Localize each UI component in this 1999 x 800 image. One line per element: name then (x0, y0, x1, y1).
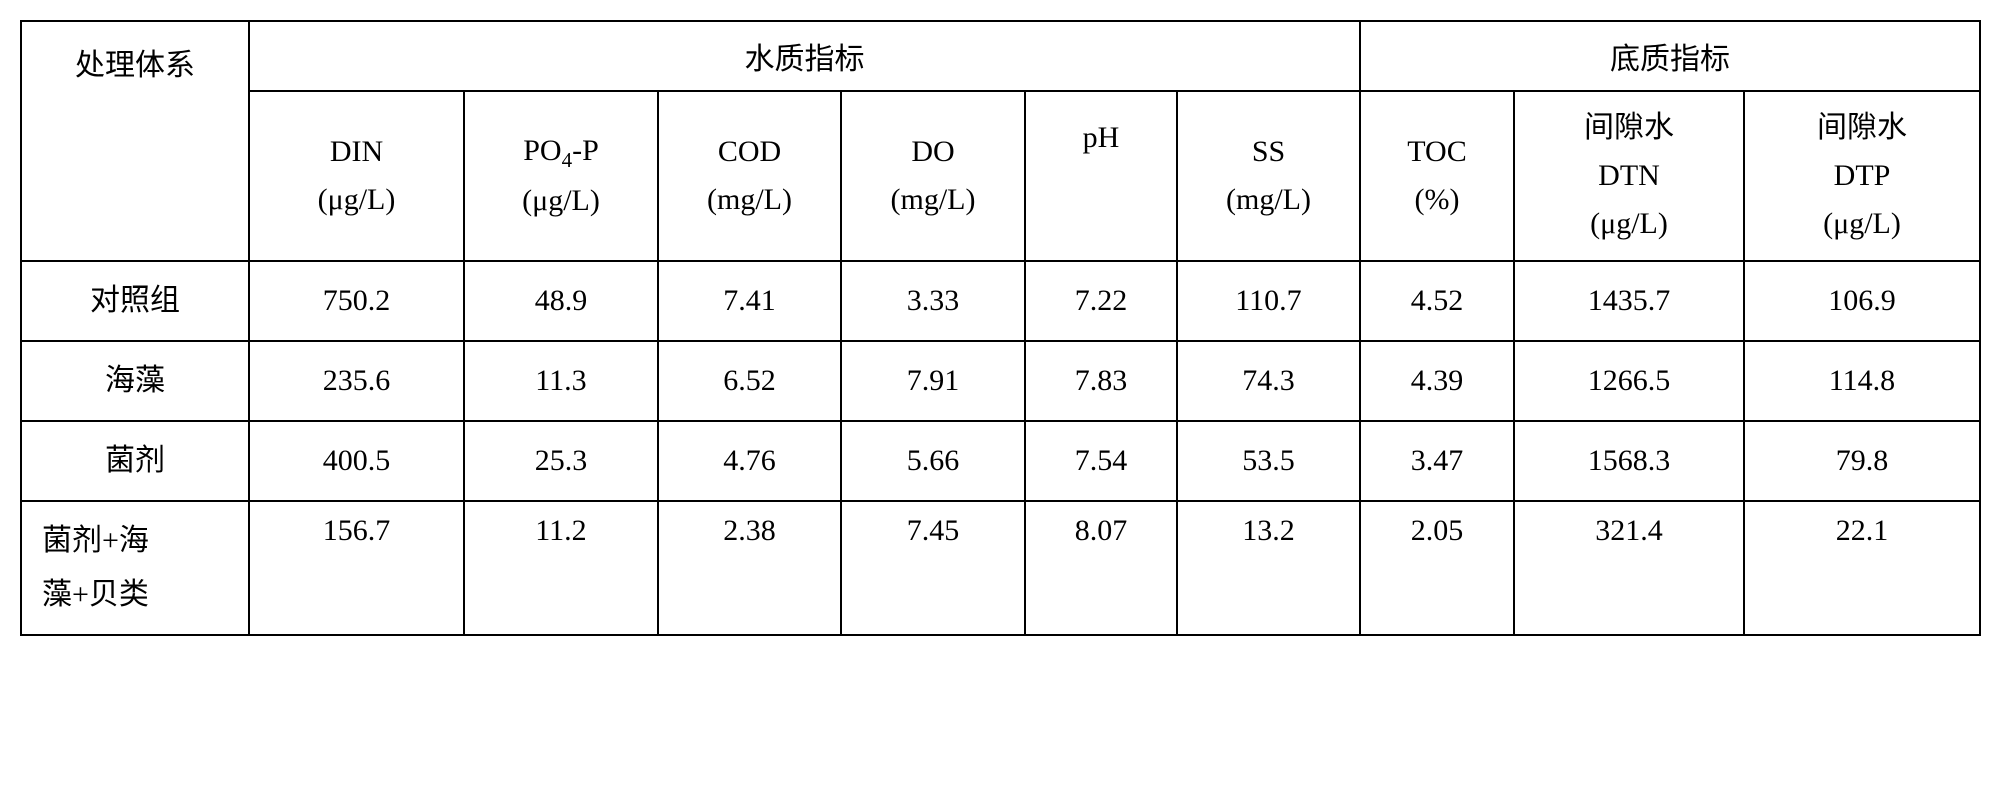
cell: 7.22 (1025, 261, 1177, 341)
cell: 7.45 (841, 501, 1025, 635)
cell: 750.2 (249, 261, 464, 341)
cell: 6.52 (658, 341, 841, 421)
header-label: SS (1252, 135, 1285, 168)
row-label: 对照组 (21, 261, 249, 341)
table-row: 菌剂 400.5 25.3 4.76 5.66 7.54 53.5 3.47 1… (21, 421, 1980, 501)
header-row-1: 处理体系 水质指标 底质指标 (21, 21, 1980, 91)
header-label: PO4-P (523, 134, 599, 167)
cell: 7.54 (1025, 421, 1177, 501)
header-ss: SS (mg/L) (1177, 91, 1360, 261)
header-unit: (mg/L) (1226, 183, 1311, 216)
cell: 1266.5 (1514, 341, 1744, 421)
header-ph: pH (1025, 91, 1177, 261)
cell: 8.07 (1025, 501, 1177, 635)
cell: 3.47 (1360, 421, 1514, 501)
header-po4p: PO4-P (μg/L) (464, 91, 658, 261)
cell: 106.9 (1744, 261, 1980, 341)
header-dtp: 间隙水 DTP (μg/L) (1744, 91, 1980, 261)
header-label2: DTP (1834, 159, 1891, 192)
cell: 74.3 (1177, 341, 1360, 421)
header-row-2: DIN (μg/L) PO4-P (μg/L) COD (mg/L) DO (m… (21, 91, 1980, 261)
cell: 22.1 (1744, 501, 1980, 635)
cell: 7.41 (658, 261, 841, 341)
header-unit: (mg/L) (707, 183, 792, 216)
row-label: 海藻 (21, 341, 249, 421)
header-din: DIN (μg/L) (249, 91, 464, 261)
cell: 321.4 (1514, 501, 1744, 635)
table-row: 海藻 235.6 11.3 6.52 7.91 7.83 74.3 4.39 1… (21, 341, 1980, 421)
cell: 4.39 (1360, 341, 1514, 421)
header-label: TOC (1407, 135, 1466, 168)
cell: 25.3 (464, 421, 658, 501)
header-unit: (μg/L) (1590, 207, 1668, 240)
cell: 4.52 (1360, 261, 1514, 341)
header-do: DO (mg/L) (841, 91, 1025, 261)
row-label: 菌剂 (21, 421, 249, 501)
header-unit: (mg/L) (891, 183, 976, 216)
header-group-sediment: 底质指标 (1360, 21, 1980, 91)
cell: 7.91 (841, 341, 1025, 421)
cell: 13.2 (1177, 501, 1360, 635)
cell: 400.5 (249, 421, 464, 501)
header-label: DIN (330, 135, 383, 168)
header-group-water: 水质指标 (249, 21, 1360, 91)
cell: 11.2 (464, 501, 658, 635)
header-label: COD (718, 135, 781, 168)
cell: 1435.7 (1514, 261, 1744, 341)
cell: 5.66 (841, 421, 1025, 501)
cell: 11.3 (464, 341, 658, 421)
header-treatment: 处理体系 (21, 21, 249, 261)
header-label: pH (1083, 121, 1120, 154)
cell: 1568.3 (1514, 421, 1744, 501)
header-unit: (μg/L) (522, 184, 600, 217)
header-dtn: 间隙水 DTN (μg/L) (1514, 91, 1744, 261)
cell: 110.7 (1177, 261, 1360, 341)
header-unit: (%) (1415, 183, 1460, 216)
cell: 3.33 (841, 261, 1025, 341)
row-label: 菌剂+海 藻+贝类 (21, 501, 249, 635)
header-unit: (μg/L) (1823, 207, 1901, 240)
cell: 7.83 (1025, 341, 1177, 421)
table-row: 菌剂+海 藻+贝类 156.7 11.2 2.38 7.45 8.07 13.2… (21, 501, 1980, 635)
cell: 156.7 (249, 501, 464, 635)
header-label: DO (911, 135, 954, 168)
cell: 4.76 (658, 421, 841, 501)
table-row: 对照组 750.2 48.9 7.41 3.33 7.22 110.7 4.52… (21, 261, 1980, 341)
cell: 235.6 (249, 341, 464, 421)
cell: 79.8 (1744, 421, 1980, 501)
header-toc: TOC (%) (1360, 91, 1514, 261)
data-table: 处理体系 水质指标 底质指标 DIN (μg/L) PO4-P (μg/L) C… (20, 20, 1981, 636)
header-unit: (μg/L) (318, 183, 396, 216)
cell: 48.9 (464, 261, 658, 341)
header-label: 间隙水 (1584, 111, 1674, 144)
cell: 53.5 (1177, 421, 1360, 501)
cell: 2.38 (658, 501, 841, 635)
header-label2: DTN (1598, 159, 1660, 192)
header-label: 间隙水 (1817, 111, 1907, 144)
header-cod: COD (mg/L) (658, 91, 841, 261)
cell: 114.8 (1744, 341, 1980, 421)
cell: 2.05 (1360, 501, 1514, 635)
